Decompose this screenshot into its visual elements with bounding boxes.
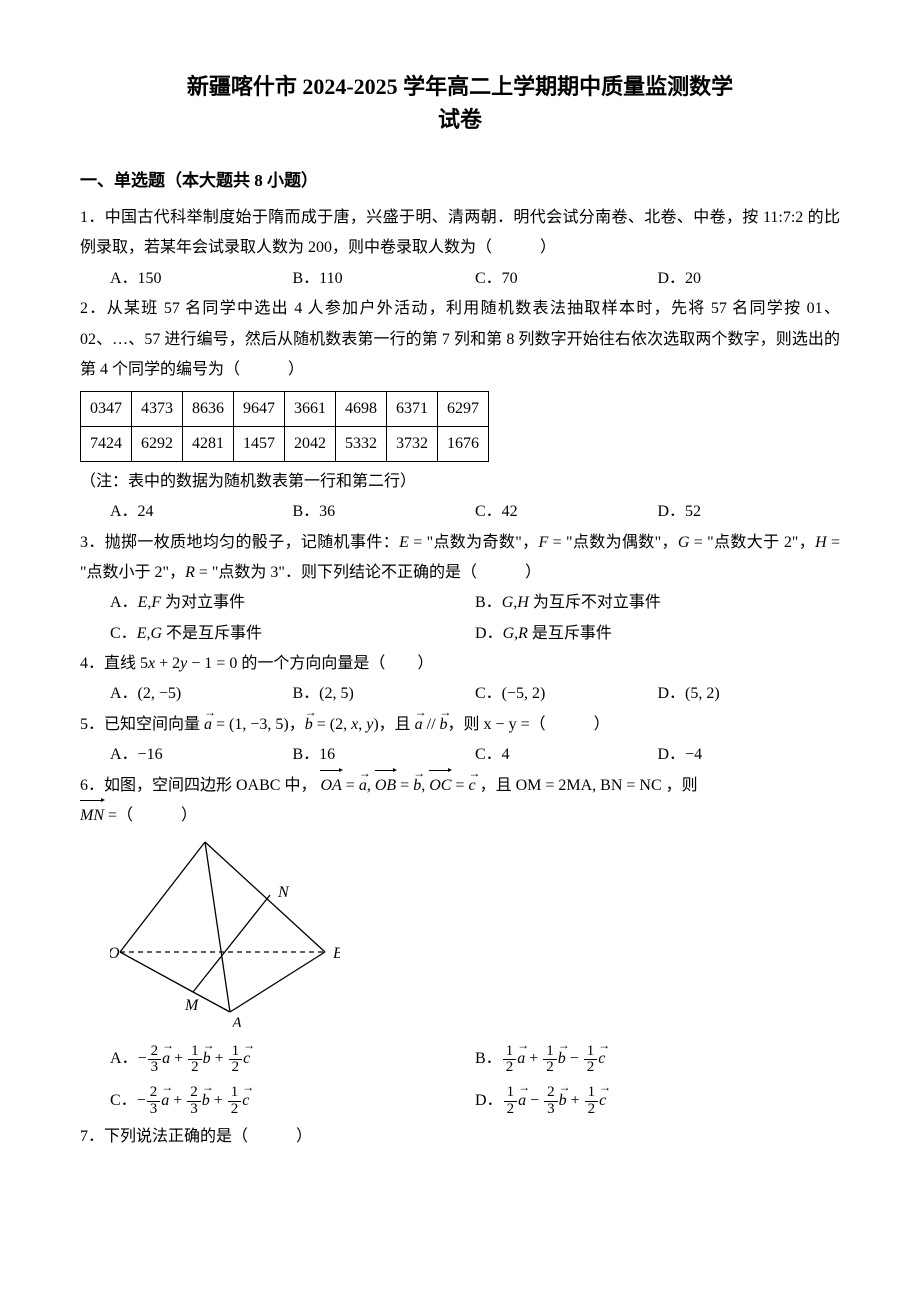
q4-options: A．(2, −5) B．(2, 5) C．(−5, 2) D．(5, 2) [80, 679, 840, 709]
q3-text: 3．抛掷一枚质地均匀的骰子，记随机事件：E = "点数为奇数"，F = "点数为… [80, 528, 840, 589]
q5-pre: 5．已知空间向量 [80, 716, 204, 733]
q2-opt-d: D．52 [658, 497, 841, 527]
q1-opt-b: B．110 [293, 264, 476, 294]
tetrahedron-diagram: O A B C M N [110, 837, 340, 1027]
title-line1: 新疆喀什市 2024-2025 学年高二上学期期中质量监测数学 [187, 74, 733, 99]
q6-diagram: O A B C M N [110, 837, 840, 1032]
q5-opt-a: A．−16 [110, 740, 293, 770]
q2-note: （注：表中的数据为随机数表第一行和第二行） [80, 468, 840, 497]
cell: 6371 [387, 392, 438, 427]
q3-Rdef: = "点数为 3"．则下列结论不正确的是（ ） [195, 564, 541, 581]
table-row: 7424 6292 4281 1457 2042 5332 3732 1676 [81, 427, 489, 462]
q5-text: 5．已知空间向量 a = (1, −3, 5)，b = (2, x, y)，且 … [80, 710, 840, 740]
q2-options: A．24 B．36 C．42 D．52 [80, 497, 840, 527]
q5-opt-d: D．−4 [658, 740, 841, 770]
q6-pre: 6．如图，空间四边形 OABC 中， [80, 777, 316, 794]
q3-options: A．E,F 为对立事件 B．G,H 为互斥不对立事件 C．E,G 不是互斥事件 … [80, 588, 840, 649]
q3-opt-d: D．G,R 是互斥事件 [475, 619, 840, 649]
cell: 6292 [132, 427, 183, 462]
cell: 5332 [336, 427, 387, 462]
q6-opt-d: D．12a − 23b + 12c [475, 1080, 840, 1122]
q2-opt-c: C．42 [475, 497, 658, 527]
cell: 0347 [81, 392, 132, 427]
q1-options: A．150 B．110 C．70 D．20 [80, 264, 840, 294]
q6-post: =（ ） [104, 807, 197, 824]
q3-b-tail: 为互斥不对立事件 [529, 594, 661, 611]
q1-opt-c: C．70 [475, 264, 658, 294]
opt-label: C． [110, 625, 137, 642]
q3-opt-c: C．E,G 不是互斥事件 [110, 619, 475, 649]
q5-options: A．−16 B．16 C．4 D．−4 [80, 740, 840, 770]
q1-opt-d: D．20 [658, 264, 841, 294]
q5-opt-c: C．4 [475, 740, 658, 770]
q4-opt-a: A．(2, −5) [110, 679, 293, 709]
q7-text: 7．下列说法正确的是（ ） [80, 1122, 840, 1152]
opt-label: B． [475, 594, 502, 611]
title-line2: 试卷 [438, 107, 482, 132]
svg-text:M: M [184, 997, 200, 1014]
opt-label: A． [110, 1050, 138, 1067]
q6-options: A．−23a + 12b + 12c B．12a + 12b − 12c C．−… [80, 1038, 840, 1121]
svg-text:C: C [207, 837, 218, 840]
q6-text: 6．如图，空间四边形 OABC 中， OA = a, OB = b, OC = … [80, 771, 840, 832]
q6-opt-c: C．−23a + 23b + 12c [110, 1080, 475, 1122]
opt-label: C． [110, 1092, 137, 1109]
q3-d-tail: 是互斥事件 [528, 625, 612, 642]
q2-random-table: 0347 4373 8636 9647 3661 4698 6371 6297 … [80, 391, 489, 462]
q3-c-tail: 不是互斥事件 [162, 625, 262, 642]
q2-opt-a: A．24 [110, 497, 293, 527]
cell: 1676 [438, 427, 489, 462]
q4-text: 4．直线 5x + 2y − 1 = 0 的一个方向向量是（ ） [80, 649, 840, 679]
q5-post: ，则 x − y =（ ） [448, 716, 610, 733]
section-heading: 一、单选题（本大题共 8 小题） [80, 166, 840, 191]
q3-Edef: = "点数为奇数"， [409, 534, 539, 551]
opt-label: B． [475, 1050, 502, 1067]
q5-opt-b: B．16 [293, 740, 476, 770]
q2-opt-b: B．36 [293, 497, 476, 527]
q6-opt-b: B．12a + 12b − 12c [475, 1038, 840, 1080]
q3-Fdef: = "点数为偶数"， [548, 534, 678, 551]
cell: 8636 [183, 392, 234, 427]
svg-text:B: B [333, 945, 340, 962]
opt-label: D． [475, 1092, 503, 1109]
cell: 4698 [336, 392, 387, 427]
cell: 4281 [183, 427, 234, 462]
q3-a-tail: 为对立事件 [161, 594, 245, 611]
cell: 9647 [234, 392, 285, 427]
svg-text:N: N [277, 884, 290, 901]
svg-text:A: A [231, 1015, 242, 1027]
cell: 4373 [132, 392, 183, 427]
q4-opt-c: C．(−5, 2) [475, 679, 658, 709]
svg-text:O: O [110, 945, 120, 962]
cell: 3661 [285, 392, 336, 427]
q3-opt-b: B．G,H 为互斥不对立事件 [475, 588, 840, 618]
q1-opt-a: A．150 [110, 264, 293, 294]
cell: 3732 [387, 427, 438, 462]
cell: 1457 [234, 427, 285, 462]
opt-label: D． [475, 625, 503, 642]
q1-text: 1．中国古代科举制度始于隋而成于唐，兴盛于明、清两朝．明代会试分南卷、北卷、中卷… [80, 203, 840, 264]
q4-opt-d: D．(5, 2) [658, 679, 841, 709]
q5-mid: ，且 [379, 716, 415, 733]
q6-mid: ，且 OM = 2MA, BN = NC ，则 [480, 777, 698, 794]
q3-pre: 3．抛掷一枚质地均匀的骰子，记随机事件： [80, 534, 399, 551]
q3-Gdef: = "点数大于 2"， [689, 534, 815, 551]
table-row: 0347 4373 8636 9647 3661 4698 6371 6297 [81, 392, 489, 427]
q2-text: 2．从某班 57 名同学中选出 4 人参加户外活动，利用随机数表法抽取样本时，先… [80, 294, 840, 385]
cell: 2042 [285, 427, 336, 462]
q3-opt-a: A．E,F 为对立事件 [110, 588, 475, 618]
cell: 7424 [81, 427, 132, 462]
cell: 6297 [438, 392, 489, 427]
opt-label: A． [110, 594, 138, 611]
page-title: 新疆喀什市 2024-2025 学年高二上学期期中质量监测数学 试卷 [80, 70, 840, 136]
